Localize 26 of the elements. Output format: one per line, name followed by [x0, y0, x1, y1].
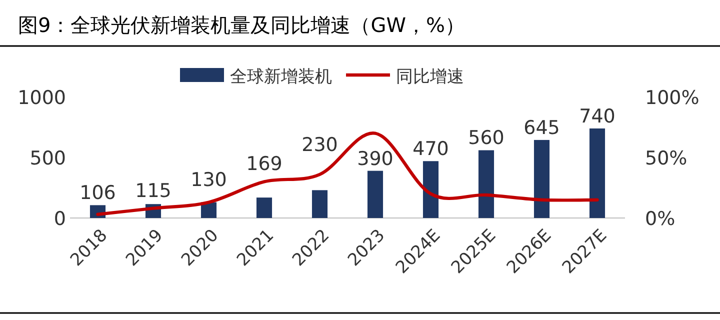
bar [589, 128, 606, 218]
legend-label: 全球新增装机 [230, 67, 332, 87]
y-tick-label: 500 [30, 148, 66, 170]
data-label: 130 [190, 169, 227, 192]
y2-tick-label: 50% [645, 148, 688, 170]
y2-tick-label: 0% [645, 208, 676, 230]
bar [534, 140, 550, 218]
bar [367, 170, 384, 218]
data-label: 740 [579, 105, 616, 128]
chart-title: 图9：全球光伏新增装机量及同比增速（GW，%） [18, 13, 466, 37]
y-tick-label: 0 [54, 208, 66, 230]
bar [256, 198, 272, 218]
data-label: 560 [468, 127, 504, 150]
y2-tick-label: 100% [645, 87, 700, 109]
data-label: 106 [80, 182, 116, 204]
bar [312, 190, 328, 218]
data-label: 390 [357, 148, 394, 170]
y-tick-label: 1000 [18, 87, 66, 109]
legend-label: 同比增速 [396, 67, 464, 87]
data-label: 645 [524, 116, 560, 139]
data-label: 230 [302, 134, 338, 156]
bar [422, 161, 439, 218]
data-label: 470 [412, 138, 449, 160]
data-label: 169 [246, 153, 282, 176]
data-label: 115 [135, 180, 172, 202]
bar [478, 150, 494, 218]
